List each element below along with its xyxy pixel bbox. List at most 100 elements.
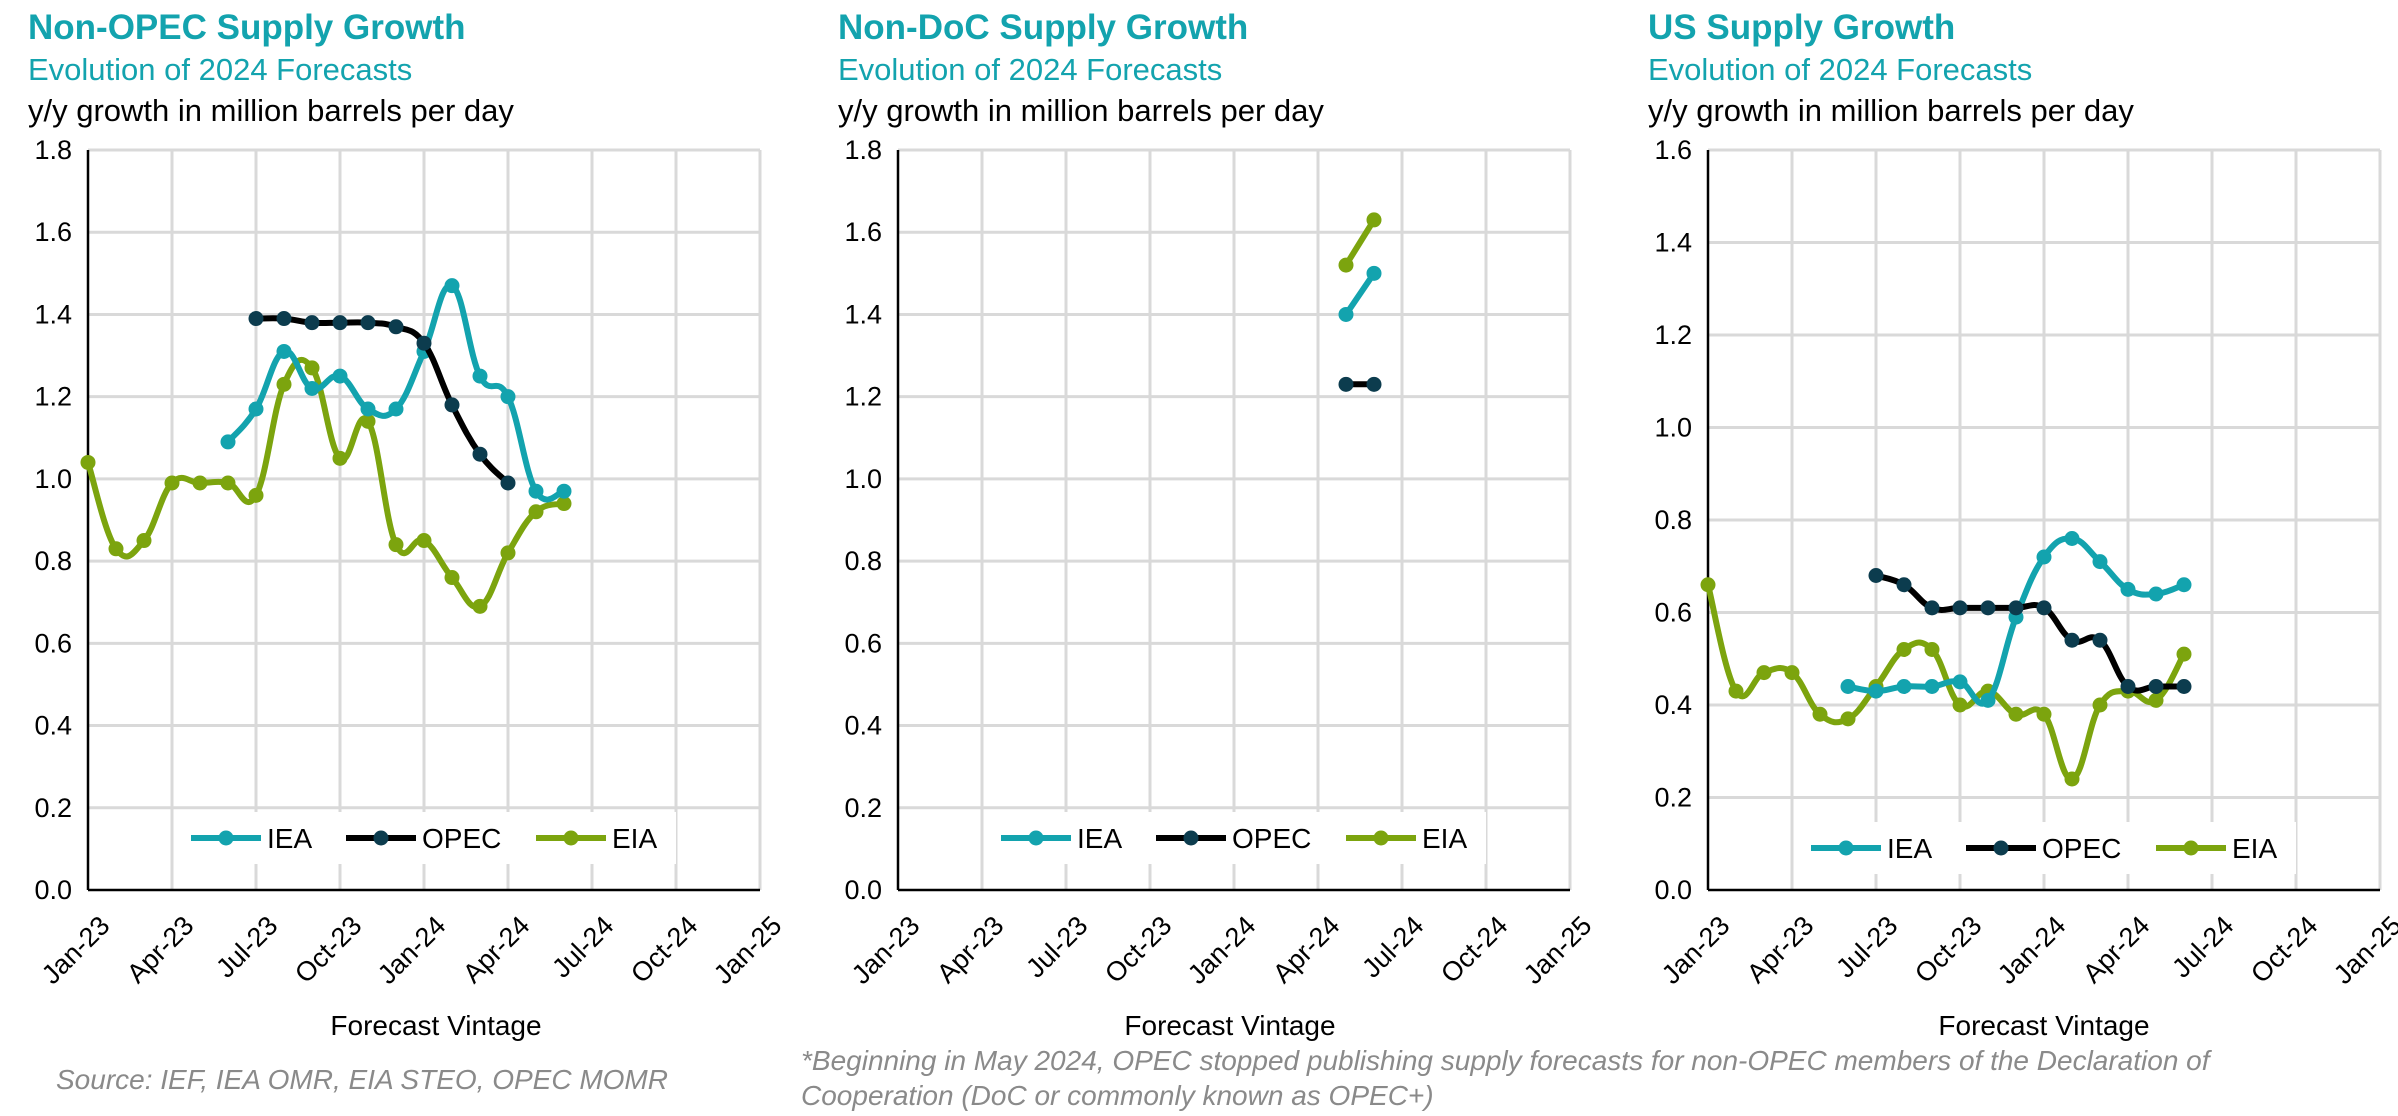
data-point-eia — [1756, 665, 1772, 681]
data-point-opec — [1366, 376, 1382, 392]
source-note: Source: IEF, IEA OMR, EIA STEO, OPEC MOM… — [56, 1064, 668, 1095]
chart-panel-us: US Supply Growth Evolution of 2024 Forec… — [1648, 0, 2398, 1050]
data-point-eia — [1896, 642, 1912, 657]
data-point-iea — [1952, 674, 1968, 690]
y-tick-label: 1.2 — [34, 382, 72, 412]
data-point-iea — [1980, 692, 1996, 708]
data-point-eia — [1366, 212, 1382, 228]
data-point-opec — [248, 311, 264, 327]
footnote-line: *Beginning in May 2024, OPEC stopped pub… — [801, 1045, 2210, 1076]
x-tick-label: Apr-23 — [931, 910, 1010, 989]
x-tick-label: Jan-25 — [708, 910, 788, 990]
data-point-eia — [108, 541, 124, 557]
data-point-opec — [332, 315, 348, 331]
data-point-iea — [2120, 581, 2136, 597]
y-tick-label: 0.2 — [844, 793, 882, 823]
data-point-iea — [472, 368, 488, 384]
x-tick-label: Jan-24 — [1182, 910, 1262, 990]
x-tick-label: Jul-23 — [1020, 910, 1093, 983]
data-point-eia — [192, 475, 208, 491]
data-point-iea — [388, 401, 404, 417]
data-point-eia — [1700, 577, 1716, 593]
data-point-eia — [220, 475, 236, 491]
data-point-iea — [304, 380, 320, 396]
data-point-iea — [528, 483, 544, 499]
y-tick-label: 1.4 — [844, 299, 882, 329]
chart-subtitle: Evolution of 2024 Forecasts — [838, 52, 1223, 87]
y-tick-label: 0.0 — [844, 875, 882, 905]
data-point-opec — [1896, 577, 1912, 593]
data-point-opec — [1980, 600, 1996, 616]
series-eia — [1338, 212, 1382, 273]
legend-marker-opec — [1183, 830, 1199, 846]
y-tick-label: 0.6 — [34, 628, 72, 658]
data-point-iea — [2064, 531, 2080, 546]
x-tick-label: Oct-23 — [1099, 910, 1178, 989]
x-tick-label: Jan-25 — [1518, 910, 1598, 990]
data-point-eia — [2148, 692, 2164, 708]
y-tick-label: 1.2 — [1654, 320, 1692, 350]
x-tick-label: Oct-24 — [625, 910, 704, 989]
data-point-eia — [388, 537, 404, 553]
x-tick-label: Jul-23 — [1830, 910, 1903, 983]
data-point-eia — [248, 487, 264, 503]
legend-marker-opec — [373, 830, 389, 846]
footnote-line: Cooperation (DoC or commonly known as OP… — [801, 1080, 1434, 1111]
data-point-eia — [360, 413, 376, 429]
data-point-opec — [304, 315, 320, 331]
data-point-opec — [444, 397, 460, 413]
data-point-eia — [1338, 257, 1354, 273]
data-point-iea — [556, 483, 572, 499]
data-point-opec — [2064, 632, 2080, 648]
data-point-iea — [1840, 679, 1856, 694]
data-point-iea — [1868, 683, 1884, 699]
y-tick-label: 0.4 — [34, 711, 72, 741]
data-point-eia — [2064, 771, 2080, 787]
legend-marker-iea — [218, 830, 234, 846]
y-axis-units: y/y growth in million barrels per day — [1648, 93, 2134, 128]
x-tick-label: Oct-24 — [1435, 910, 1514, 989]
x-tick-label: Apr-23 — [121, 910, 200, 989]
x-tick-label: Apr-24 — [2077, 910, 2156, 989]
data-point-iea — [2036, 549, 2052, 565]
data-point-eia — [1840, 711, 1856, 727]
data-point-iea — [360, 401, 376, 417]
data-point-eia — [304, 360, 320, 376]
data-point-iea — [1896, 679, 1912, 694]
x-axis-title: Forecast Vintage — [1938, 1010, 2149, 1041]
x-tick-label: Jan-24 — [1992, 910, 2072, 990]
data-point-opec — [472, 446, 488, 462]
data-point-opec — [388, 319, 404, 335]
x-tick-label: Jan-23 — [36, 910, 116, 990]
data-point-eia — [2008, 706, 2024, 722]
legend-label: OPEC — [1232, 823, 1311, 854]
data-point-eia — [1952, 697, 1968, 713]
data-point-opec — [2008, 600, 2024, 616]
y-tick-label: 1.2 — [844, 382, 882, 412]
y-tick-label: 0.8 — [34, 546, 72, 576]
data-point-opec — [1924, 600, 1940, 616]
x-tick-label: Apr-24 — [457, 910, 536, 989]
chart-title: Non-DoC Supply Growth — [838, 8, 1249, 47]
y-tick-label: 1.4 — [34, 299, 72, 329]
legend-label: EIA — [2232, 833, 2277, 864]
legend-marker-eia — [1373, 830, 1389, 846]
chart-subtitle: Evolution of 2024 Forecasts — [28, 52, 413, 87]
data-point-eia — [1812, 706, 1828, 722]
x-axis-title: Forecast Vintage — [1124, 1010, 1335, 1041]
y-tick-label: 0.2 — [1654, 783, 1692, 813]
data-point-opec — [2120, 679, 2136, 694]
data-point-eia — [528, 504, 544, 520]
series-iea — [1840, 531, 2192, 708]
data-point-opec — [500, 475, 516, 491]
data-point-opec — [1868, 568, 1884, 583]
data-point-iea — [220, 434, 236, 450]
data-point-iea — [1338, 306, 1354, 322]
y-tick-label: 0.6 — [1654, 598, 1692, 628]
series-line-eia — [1343, 216, 1377, 269]
data-point-opec — [1952, 600, 1968, 616]
x-tick-label: Jan-23 — [1656, 910, 1736, 990]
y-tick-label: 1.8 — [34, 135, 72, 165]
data-point-iea — [332, 368, 348, 384]
